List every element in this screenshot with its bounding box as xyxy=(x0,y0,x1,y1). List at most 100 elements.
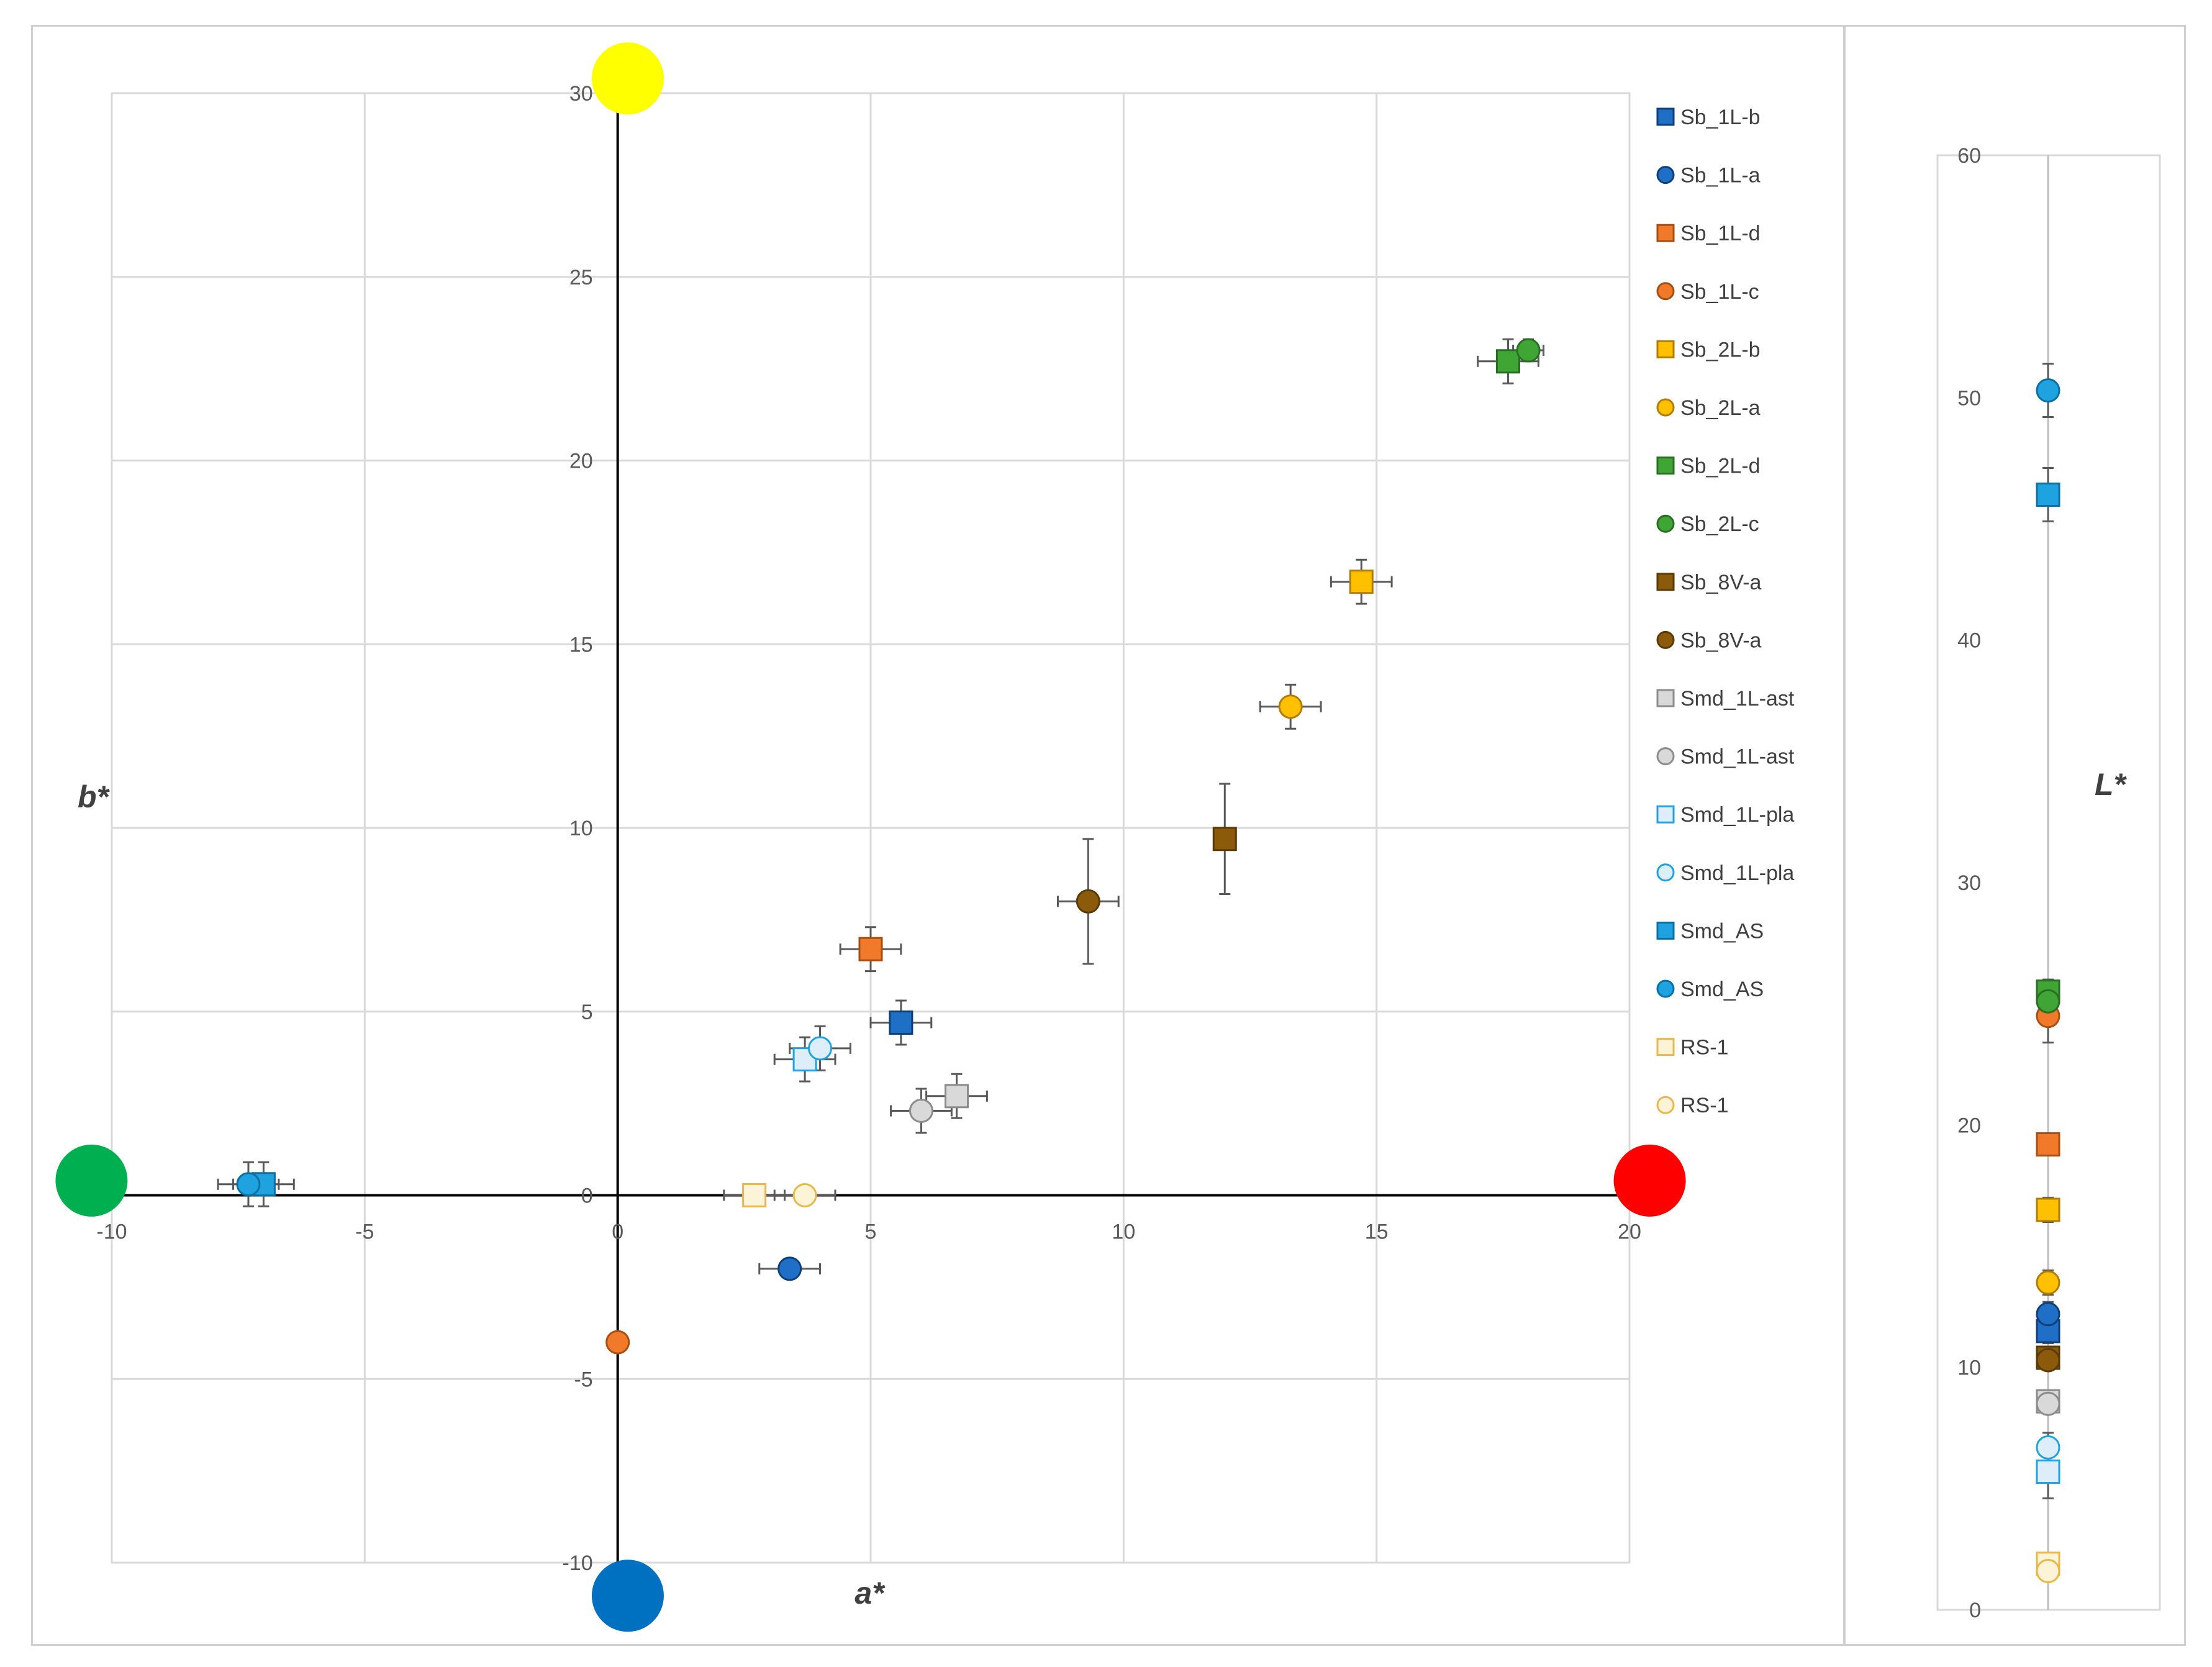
l-data-points xyxy=(2036,363,2060,1584)
legend-entry: Sb_1L-d xyxy=(1656,222,1761,245)
legend-label: Smd_AS xyxy=(1680,919,1764,943)
legend-label: Smd_1L-pla xyxy=(1680,803,1794,827)
ab-tick-labels: -10 -5 0 5 10 15 20 -10 -5 0 5 10 15 20 25 30 xyxy=(96,82,1641,1575)
green-pole xyxy=(55,1144,128,1217)
legend-marker xyxy=(1656,1038,1675,1056)
data-point xyxy=(1495,349,1520,374)
a-axis-title: a* xyxy=(854,1576,886,1610)
legend-marker xyxy=(1656,340,1675,358)
data-point xyxy=(1212,827,1237,852)
legend-entry: Sb_2L-a xyxy=(1656,396,1761,420)
ab-axes xyxy=(112,93,1630,1563)
y-tick-label: 15 xyxy=(569,633,593,656)
legend-marker xyxy=(1656,921,1675,940)
l-data-point xyxy=(2036,1435,2060,1460)
legend-entry: Smd_AS xyxy=(1656,978,1764,1001)
x-tick-label: 10 xyxy=(1112,1220,1135,1244)
legend-entry: RS-1 xyxy=(1656,1094,1728,1117)
x-tick-label: 0 xyxy=(612,1220,623,1244)
x-tick-label: 15 xyxy=(1365,1220,1389,1244)
legend-marker xyxy=(1656,573,1675,591)
legend-entry: RS-1 xyxy=(1656,1036,1728,1060)
legend-marker xyxy=(1656,514,1675,533)
legend-label: Sb_8V-a xyxy=(1680,571,1762,594)
l-data-point xyxy=(2036,1559,2060,1584)
data-point xyxy=(236,1172,261,1197)
ab-gridlines xyxy=(111,92,1631,1564)
legend-marker xyxy=(1656,1096,1675,1114)
l-data-point xyxy=(2036,1197,2060,1222)
legend-marker xyxy=(1656,689,1675,707)
l-tick-label: 10 xyxy=(1957,1356,1981,1380)
l-axis-title: L* xyxy=(2095,767,2128,802)
legend-marker xyxy=(1656,166,1675,184)
ab-data-points xyxy=(217,338,1545,1355)
y-tick-label: 25 xyxy=(569,266,593,289)
legend-label: Smd_1L-ast xyxy=(1680,745,1795,769)
ab-plot: -10 -5 0 5 10 15 20 -10 -5 0 5 10 15 20 25 30 b* a* xyxy=(55,42,1686,1632)
yellow-pole xyxy=(591,42,664,115)
legend-marker xyxy=(1656,224,1675,242)
figure-frame xyxy=(31,25,2186,1646)
legend-entry: Smd_1L-pla xyxy=(1656,861,1794,885)
data-point xyxy=(944,1084,969,1109)
l-data-point xyxy=(2036,482,2060,507)
y-tick-label: -5 xyxy=(574,1368,592,1391)
legend-entry: Sb_2L-d xyxy=(1656,455,1761,478)
legend-entry: Sb_2L-c xyxy=(1656,512,1759,536)
data-point xyxy=(909,1098,933,1123)
l-tick-label: 20 xyxy=(1957,1114,1981,1137)
legend-label: RS-1 xyxy=(1680,1036,1728,1060)
red-pole xyxy=(1613,1144,1686,1217)
legend-entry: Sb_1L-a xyxy=(1656,164,1761,188)
l-data-point xyxy=(2036,1302,2060,1327)
l-data-point xyxy=(2036,378,2060,403)
legend-label: Sb_1L-b xyxy=(1680,106,1761,129)
legend-marker xyxy=(1656,863,1675,882)
l-tick-label: 0 xyxy=(1969,1599,1981,1622)
legend-label: Sb_1L-c xyxy=(1680,280,1759,304)
data-point xyxy=(1516,338,1541,363)
legend-entry: Smd_AS xyxy=(1656,919,1764,943)
l-data-point xyxy=(2036,1270,2060,1295)
l-data-point xyxy=(2036,1132,2060,1157)
data-point xyxy=(858,937,883,961)
l-plot: 0 10 20 30 40 50 60 L* xyxy=(1936,144,2161,1622)
legend-marker xyxy=(1656,805,1675,824)
legend-label: Sb_1L-d xyxy=(1680,222,1761,245)
legend-entry: Sb_1L-b xyxy=(1656,106,1761,129)
data-point xyxy=(1076,889,1100,914)
x-tick-label: 5 xyxy=(865,1220,877,1244)
data-point xyxy=(742,1183,767,1207)
legend-marker xyxy=(1656,282,1675,301)
l-data-point xyxy=(2036,1348,2060,1373)
y-tick-label: 0 xyxy=(581,1184,593,1208)
legend-entry: Smd_1L-pla xyxy=(1656,803,1794,827)
x-tick-label: 20 xyxy=(1618,1220,1641,1244)
y-tick-label: 10 xyxy=(569,817,593,840)
legend-entry: Sb_2L-b xyxy=(1656,338,1761,361)
l-data-point xyxy=(2036,989,2060,1014)
data-point xyxy=(889,1010,913,1035)
legend-marker xyxy=(1656,107,1675,126)
l-tick-label: 30 xyxy=(1957,871,1981,895)
legend-marker xyxy=(1656,456,1675,475)
blue-pole xyxy=(591,1560,664,1632)
y-tick-label: -10 xyxy=(563,1551,593,1575)
data-point xyxy=(808,1036,833,1061)
l-tick-label: 40 xyxy=(1957,629,1981,653)
legend-entry: Sb_1L-c xyxy=(1656,280,1759,304)
legend-label: Sb_8V-a xyxy=(1680,629,1762,652)
legend-entry: Sb_8V-a xyxy=(1656,629,1762,652)
y-tick-label: 5 xyxy=(581,1001,593,1024)
legend-label: Smd_1L-pla xyxy=(1680,861,1794,885)
legend-marker xyxy=(1656,398,1675,417)
legend-entry: Smd_1L-ast xyxy=(1656,687,1795,711)
x-tick-label: -10 xyxy=(96,1220,127,1244)
legend-marker xyxy=(1656,747,1675,766)
l-data-point xyxy=(2036,1391,2060,1416)
legend-label: Sb_2L-c xyxy=(1680,512,1759,536)
l-tick-label: 60 xyxy=(1957,144,1981,168)
b-axis-title: b* xyxy=(78,779,111,814)
